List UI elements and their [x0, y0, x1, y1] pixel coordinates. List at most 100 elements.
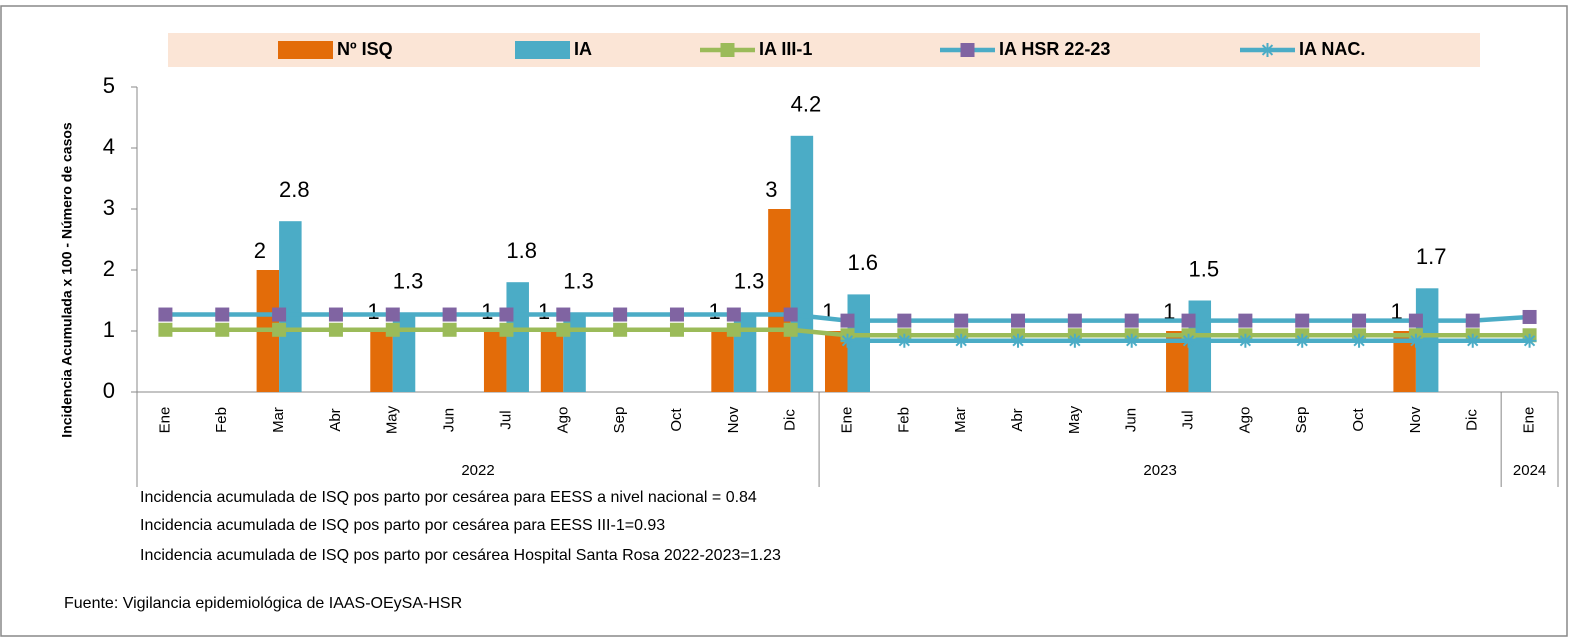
data-label: 1.5 [1188, 256, 1219, 281]
data-label: 1.3 [393, 269, 424, 294]
data-label: 1 [367, 299, 379, 324]
x-tick-label: Sep [1293, 407, 1310, 434]
x-tick-label: Feb [213, 407, 230, 433]
y-tick-label: 5 [103, 73, 115, 98]
marker [442, 307, 457, 322]
marker [1124, 313, 1139, 328]
x-tick-label: Jun [441, 408, 458, 432]
x-tick-label: May [384, 405, 401, 434]
marker [783, 307, 798, 322]
marker [1522, 309, 1537, 324]
bar [279, 221, 302, 392]
marker [1238, 313, 1253, 328]
x-tick-label: Dic [1464, 409, 1481, 431]
legend-label: IA III-1 [759, 39, 812, 59]
data-label: 1 [708, 299, 720, 324]
data-label: 1 [1163, 299, 1175, 324]
x-tick-label: Jul [497, 410, 514, 429]
marker [385, 322, 400, 337]
legend-swatch [515, 41, 570, 59]
data-label: 1.8 [506, 238, 537, 263]
data-label: 2.8 [279, 177, 310, 202]
marker [499, 322, 514, 337]
x-tick-label: Jun [1123, 408, 1140, 432]
marker [783, 322, 798, 337]
marker [1181, 333, 1196, 348]
x-tick-label: Dic [782, 409, 799, 431]
source: Fuente: Vigilancia epidemiológica de IAA… [64, 595, 462, 612]
note: Incidencia acumulada de ISQ pos parto po… [140, 489, 757, 506]
marker [1011, 333, 1026, 348]
marker [215, 322, 230, 337]
legend-label: Nº ISQ [337, 39, 393, 59]
bar [711, 331, 734, 392]
marker [1295, 333, 1310, 348]
marker [1067, 333, 1082, 348]
data-label: 1.7 [1416, 244, 1447, 269]
x-tick-label: Nov [725, 406, 742, 433]
y-tick-label: 0 [103, 378, 115, 403]
marker [1408, 313, 1423, 328]
marker [556, 307, 571, 322]
x-tick-label: Ago [1236, 407, 1253, 434]
y-tick-label: 4 [103, 134, 115, 159]
marker [613, 307, 628, 322]
marker [556, 322, 571, 337]
marker [669, 307, 684, 322]
x-tick-label: Feb [895, 407, 912, 433]
data-label: 1 [481, 299, 493, 324]
marker [1238, 333, 1253, 348]
marker [840, 313, 855, 328]
data-label: 2 [254, 238, 266, 263]
data-label: 4.2 [791, 92, 822, 117]
data-label: 1 [538, 299, 550, 324]
marker [1181, 313, 1196, 328]
x-tick-label: Mar [270, 407, 287, 433]
x-group-label: 2022 [461, 462, 494, 479]
x-tick-label: May [1066, 405, 1083, 434]
x-tick-label: Ago [554, 407, 571, 434]
marker [442, 322, 457, 337]
x-tick-label: Mar [952, 407, 969, 433]
legend-label: IA [574, 39, 592, 59]
x-tick-label: Nov [1407, 406, 1424, 433]
marker [1011, 313, 1026, 328]
data-label: 1.6 [847, 250, 878, 275]
bar [506, 282, 529, 392]
marker [1352, 313, 1367, 328]
legend-swatch [278, 41, 333, 59]
marker [272, 322, 287, 337]
marker [840, 333, 855, 348]
y-tick-label: 2 [103, 256, 115, 281]
bar [540, 331, 564, 392]
marker [1352, 333, 1367, 348]
marker [954, 333, 969, 348]
x-tick-label: Abr [327, 408, 344, 431]
marker [215, 307, 230, 322]
bar [370, 331, 393, 392]
x-tick-label: Ene [156, 407, 173, 434]
bar [790, 135, 814, 393]
marker [499, 307, 514, 322]
data-label: 1 [1391, 299, 1403, 324]
note: Incidencia acumulada de ISQ pos parto po… [140, 517, 665, 534]
marker [328, 322, 343, 337]
marker [1465, 333, 1480, 348]
marker [1067, 313, 1082, 328]
marker [726, 322, 741, 337]
bar [1393, 331, 1416, 392]
marker [272, 307, 287, 322]
marker [328, 307, 343, 322]
marker [1408, 333, 1423, 348]
marker [669, 322, 684, 337]
marker [158, 322, 173, 337]
x-tick-label: Oct [1350, 408, 1367, 432]
legend-marker [960, 43, 975, 57]
x-group-label: 2024 [1513, 462, 1546, 479]
legend-label: IA NAC. [1299, 39, 1365, 59]
bar [825, 331, 848, 392]
data-label: 1.3 [563, 269, 594, 294]
marker [897, 333, 912, 348]
legend-marker [720, 43, 735, 57]
